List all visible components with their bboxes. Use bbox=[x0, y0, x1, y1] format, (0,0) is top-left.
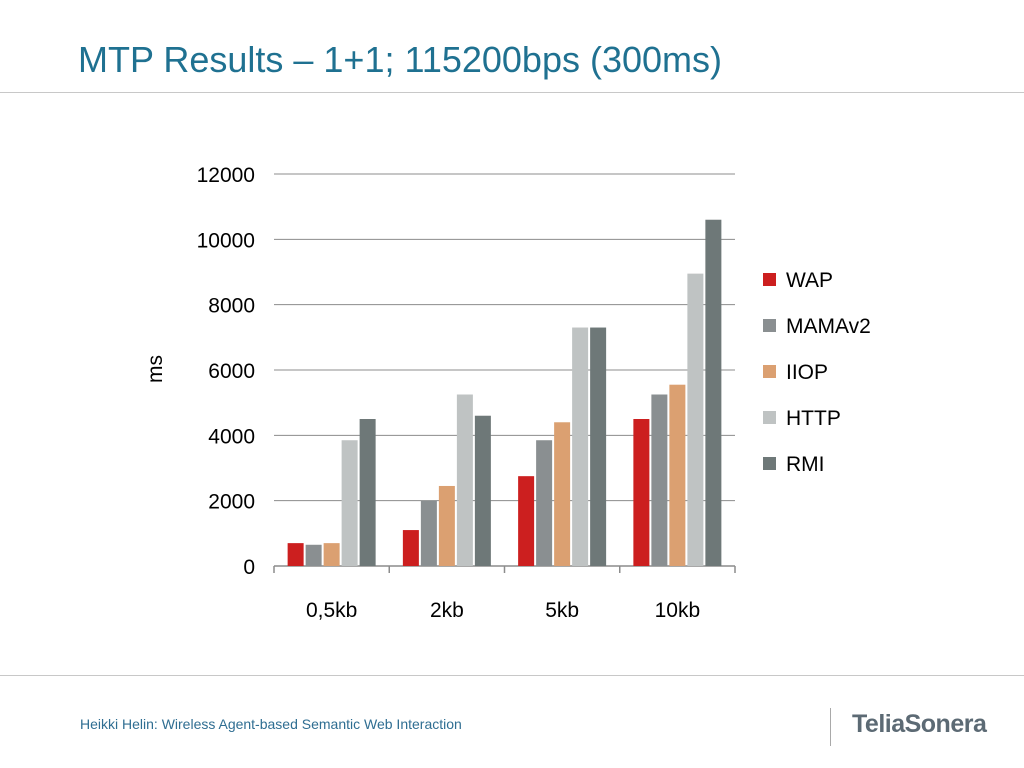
bar bbox=[572, 327, 589, 566]
y-tick-label: 8000 bbox=[208, 295, 255, 318]
footer-text: Heikki Helin: Wireless Agent-based Seman… bbox=[80, 716, 462, 732]
legend-swatch bbox=[763, 457, 776, 470]
bar bbox=[633, 419, 650, 566]
bar bbox=[323, 543, 340, 566]
bar bbox=[402, 530, 419, 566]
x-tick-label: 2kb bbox=[430, 599, 464, 622]
footer-separator bbox=[830, 708, 831, 746]
legend-swatch bbox=[763, 365, 776, 378]
x-tick-label: 0,5kb bbox=[306, 599, 357, 622]
footer-divider-line bbox=[0, 675, 1024, 676]
legend-swatch bbox=[763, 319, 776, 332]
y-axis-label: ms bbox=[144, 355, 167, 383]
bar bbox=[669, 384, 686, 566]
y-tick-label: 4000 bbox=[208, 425, 255, 448]
title-divider bbox=[0, 92, 1024, 93]
bar bbox=[705, 219, 722, 566]
slide-title: MTP Results – 1+1; 115200bps (300ms) bbox=[78, 39, 723, 80]
x-tick-label: 10kb bbox=[655, 599, 701, 622]
y-tick-label: 10000 bbox=[197, 229, 255, 252]
legend-label: IIOP bbox=[786, 361, 828, 384]
bar bbox=[438, 485, 455, 566]
bar bbox=[305, 544, 322, 566]
bar bbox=[420, 500, 437, 566]
legend-label: HTTP bbox=[786, 407, 841, 430]
y-tick-label: 12000 bbox=[197, 164, 255, 187]
legend-swatch bbox=[763, 411, 776, 424]
y-tick-label: 6000 bbox=[208, 360, 255, 383]
bar bbox=[456, 394, 473, 566]
legend-swatch bbox=[763, 273, 776, 286]
teliasonera-logo: TeliaSonera bbox=[852, 710, 987, 738]
bar bbox=[590, 327, 607, 566]
bar bbox=[359, 419, 376, 566]
bar bbox=[687, 273, 704, 566]
bar bbox=[554, 422, 571, 566]
bar bbox=[536, 440, 553, 566]
legend-label: WAP bbox=[786, 269, 833, 292]
legend-label: RMI bbox=[786, 453, 825, 476]
y-tick-label: 0 bbox=[243, 556, 255, 579]
bar bbox=[341, 440, 358, 566]
bar bbox=[651, 394, 668, 566]
bar bbox=[474, 415, 491, 566]
bar bbox=[287, 543, 304, 566]
x-tick-label: 5kb bbox=[545, 599, 579, 622]
y-tick-label: 2000 bbox=[208, 491, 255, 514]
bar bbox=[518, 476, 535, 566]
legend-label: MAMAv2 bbox=[786, 315, 871, 338]
